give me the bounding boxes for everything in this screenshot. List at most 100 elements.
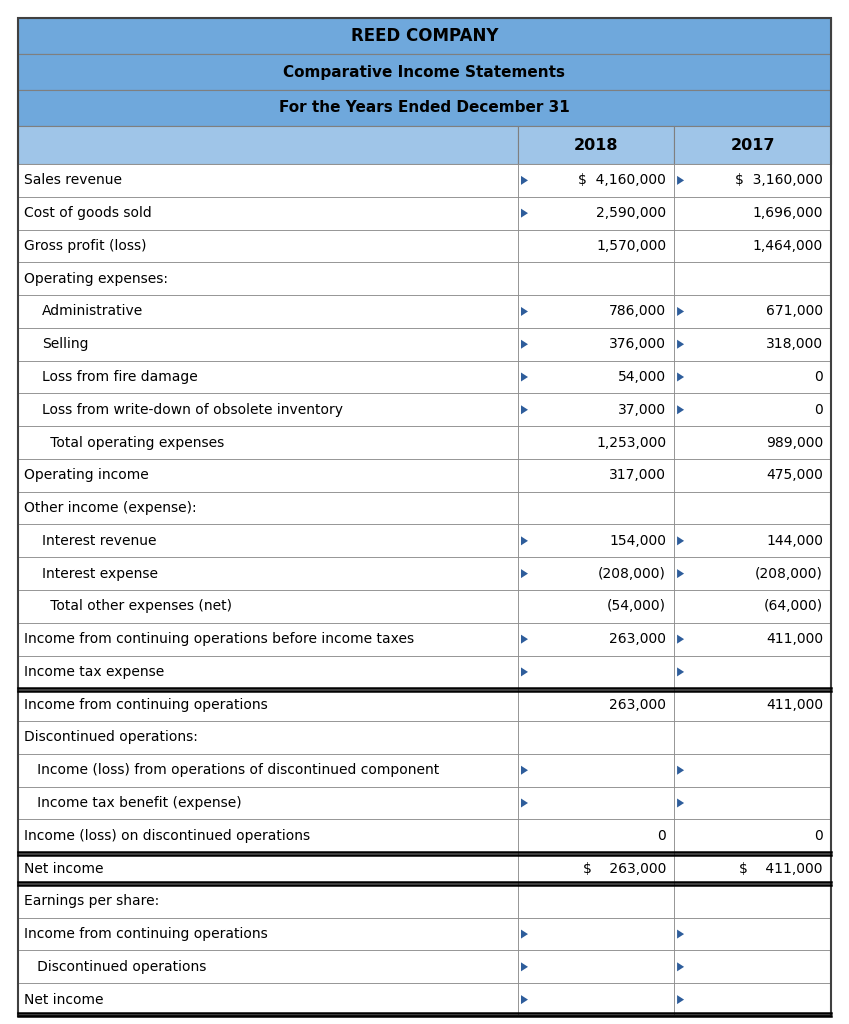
Text: Administrative: Administrative (42, 304, 143, 318)
Polygon shape (521, 635, 528, 644)
Text: 37,000: 37,000 (618, 402, 666, 417)
Bar (18, 360, 518, 393)
Bar (18, 852, 518, 885)
Text: Income from continuing operations: Income from continuing operations (24, 927, 267, 941)
Bar (518, 197, 674, 229)
Text: Income from continuing operations: Income from continuing operations (24, 697, 267, 712)
Text: $    263,000: $ 263,000 (582, 861, 666, 876)
Text: 475,000: 475,000 (766, 468, 823, 482)
Bar (674, 197, 831, 229)
Text: For the Years Ended December 31: For the Years Ended December 31 (279, 100, 570, 116)
Text: Income (loss) on discontinued operations: Income (loss) on discontinued operations (24, 828, 310, 843)
Text: 2018: 2018 (574, 137, 618, 153)
Bar (518, 918, 674, 950)
Bar (674, 164, 831, 197)
Bar (518, 590, 674, 623)
Bar (518, 950, 674, 983)
Bar (18, 557, 518, 590)
Polygon shape (678, 176, 684, 185)
Polygon shape (678, 373, 684, 382)
Text: Income tax benefit (expense): Income tax benefit (expense) (24, 796, 242, 810)
Polygon shape (521, 995, 528, 1005)
Text: 0: 0 (814, 828, 823, 843)
Bar (518, 557, 674, 590)
Polygon shape (678, 963, 684, 972)
Bar (18, 262, 518, 295)
Polygon shape (521, 176, 528, 185)
Bar (518, 623, 674, 655)
Bar (674, 492, 831, 524)
Bar (518, 459, 674, 492)
Bar (674, 328, 831, 360)
Text: 2,590,000: 2,590,000 (596, 206, 666, 220)
Bar (518, 983, 674, 1016)
Text: Selling: Selling (42, 337, 88, 351)
Text: 0: 0 (814, 370, 823, 384)
Text: 1,253,000: 1,253,000 (596, 435, 666, 450)
Bar (18, 983, 518, 1016)
Polygon shape (678, 668, 684, 677)
Bar (674, 590, 831, 623)
Text: 671,000: 671,000 (766, 304, 823, 318)
Polygon shape (521, 799, 528, 808)
Bar (18, 126, 518, 164)
Bar (674, 262, 831, 295)
Polygon shape (678, 930, 684, 939)
Bar (518, 360, 674, 393)
Bar (18, 492, 518, 524)
Bar (518, 688, 674, 721)
Polygon shape (521, 766, 528, 775)
Text: 144,000: 144,000 (766, 534, 823, 548)
Text: 1,464,000: 1,464,000 (753, 239, 823, 253)
Polygon shape (678, 995, 684, 1005)
Bar (18, 786, 518, 819)
Bar (18, 164, 518, 197)
Bar (674, 360, 831, 393)
Bar (18, 426, 518, 459)
Text: $  3,160,000: $ 3,160,000 (735, 173, 823, 187)
Bar (674, 950, 831, 983)
Polygon shape (521, 930, 528, 939)
Polygon shape (521, 963, 528, 972)
Text: 411,000: 411,000 (766, 697, 823, 712)
Text: Earnings per share:: Earnings per share: (24, 894, 160, 908)
Text: 786,000: 786,000 (609, 304, 666, 318)
Bar (18, 918, 518, 950)
Text: 1,570,000: 1,570,000 (596, 239, 666, 253)
Bar (674, 393, 831, 426)
Polygon shape (678, 340, 684, 349)
Bar (674, 557, 831, 590)
Text: Total operating expenses: Total operating expenses (24, 435, 224, 450)
Text: Loss from fire damage: Loss from fire damage (42, 370, 198, 384)
Bar (518, 295, 674, 328)
Text: Discontinued operations:: Discontinued operations: (24, 730, 198, 744)
Text: Other income (expense):: Other income (expense): (24, 501, 197, 515)
Bar (18, 524, 518, 557)
Text: 2017: 2017 (730, 137, 775, 153)
Bar (518, 754, 674, 786)
Text: (64,000): (64,000) (764, 599, 823, 613)
Text: 411,000: 411,000 (766, 632, 823, 646)
Text: 317,000: 317,000 (609, 468, 666, 482)
Text: 1,696,000: 1,696,000 (752, 206, 823, 220)
Text: Loss from write-down of obsolete inventory: Loss from write-down of obsolete invento… (42, 402, 343, 417)
Bar (18, 229, 518, 262)
Text: Interest expense: Interest expense (42, 566, 158, 581)
Bar (674, 688, 831, 721)
Text: Cost of goods sold: Cost of goods sold (24, 206, 152, 220)
Bar (518, 852, 674, 885)
Bar (674, 983, 831, 1016)
Bar (18, 885, 518, 918)
Bar (18, 819, 518, 852)
Text: (208,000): (208,000) (755, 566, 823, 581)
Text: 263,000: 263,000 (609, 697, 666, 712)
Text: Interest revenue: Interest revenue (42, 534, 156, 548)
Bar (518, 786, 674, 819)
Bar (18, 655, 518, 688)
Bar (18, 754, 518, 786)
Bar (18, 393, 518, 426)
Bar (18, 90, 831, 126)
Polygon shape (521, 340, 528, 349)
Text: 0: 0 (814, 402, 823, 417)
Text: 376,000: 376,000 (609, 337, 666, 351)
